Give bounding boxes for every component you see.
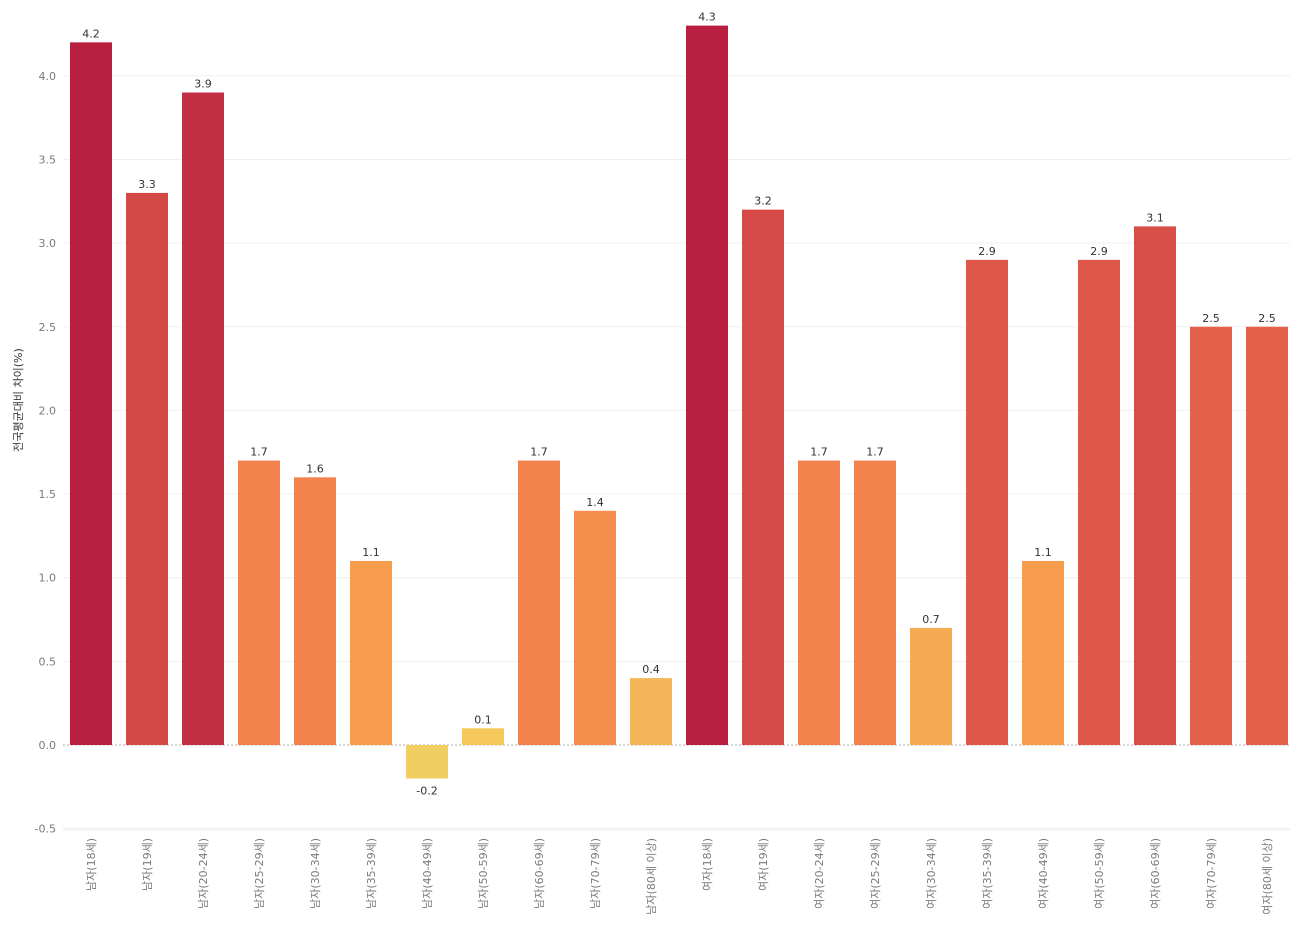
y-tick-label: -0.5: [35, 823, 56, 836]
x-tick-label: 남자(80세 이상): [645, 838, 658, 915]
bar: [686, 25, 728, 746]
bar-value-label: 0.1: [474, 713, 492, 726]
bar-value-label: 2.9: [1090, 245, 1108, 258]
x-tick-label: 여자(18세): [701, 838, 714, 891]
x-tick-label: 여자(19세): [757, 838, 770, 891]
x-tick-label: 남자(19세): [141, 838, 154, 891]
bar-value-label: 1.7: [530, 446, 548, 459]
bar-value-label: 4.3: [698, 11, 716, 24]
x-tick-label: 남자(20-24세): [197, 838, 210, 909]
y-tick-label: 2.0: [39, 404, 57, 417]
x-tick-label: 남자(70-79세): [589, 838, 602, 909]
x-tick-label: 남자(60-69세): [533, 838, 546, 909]
y-tick-label: 1.5: [39, 488, 57, 501]
bar: [574, 510, 616, 745]
x-tick-label: 여자(35-39세): [981, 838, 994, 909]
bar-value-label: 4.2: [82, 27, 100, 40]
bar-value-label: 1.7: [250, 446, 268, 459]
x-tick-label: 여자(60-69세): [1149, 838, 1162, 909]
bar-value-label: 3.3: [138, 178, 156, 191]
bar-value-label: 1.7: [866, 446, 884, 459]
x-tick-label: 남자(40-49세): [421, 838, 434, 909]
bar: [182, 92, 224, 745]
x-tick-label: 여자(80세 이상): [1261, 838, 1274, 915]
bar: [742, 209, 784, 745]
bars: [70, 25, 1288, 779]
bar-value-label: 1.7: [810, 446, 828, 459]
bar-value-label: 1.6: [306, 462, 324, 475]
bar: [854, 460, 896, 745]
x-tick-label: 남자(35-39세): [365, 838, 378, 909]
y-tick-label: 0.5: [39, 655, 57, 668]
bar-value-label: 1.4: [586, 496, 604, 509]
y-axis-title: 전국평균대비 차이(%): [12, 348, 25, 452]
bar: [462, 728, 504, 745]
bar: [518, 460, 560, 745]
bar-value-label: 3.1: [1146, 211, 1164, 224]
y-tick-label: 1.0: [39, 572, 57, 585]
bar: [294, 477, 336, 745]
y-tick-label: 4.0: [39, 70, 57, 83]
x-tick-label: 남자(25-29세): [253, 838, 266, 909]
x-tick-label: 여자(50-59세): [1093, 838, 1106, 909]
bar: [630, 678, 672, 745]
bar: [238, 460, 280, 745]
bar-value-label: 0.4: [642, 663, 660, 676]
x-axis-labels: 남자(18세) 남자(19세) 남자(20-24세) 남자(25-29세) 남자(30-…: [85, 838, 1274, 915]
bar-value-label: 3.2: [754, 195, 772, 208]
bar: [1190, 326, 1232, 745]
bar: [798, 460, 840, 745]
bar-value-label: 3.9: [194, 78, 212, 91]
x-tick-label: 남자(50-59세): [477, 838, 490, 909]
bar: [126, 192, 168, 745]
x-tick-label: 남자(18세): [85, 838, 98, 891]
bar-value-label: 2.9: [978, 245, 996, 258]
bar: [406, 745, 448, 779]
data-labels: 4.2 3.3 3.9 1.7 1.6 1.1 -0.2 0.1 1.7 1.4 0.4 4.3 3.2…: [82, 11, 1276, 798]
x-tick-label: 여자(25-29세): [869, 838, 882, 909]
x-tick-label: 남자(30-34세): [309, 838, 322, 909]
bar: [910, 627, 952, 745]
bar: [1134, 226, 1176, 745]
bar: [1246, 326, 1288, 745]
x-tick-label: 여자(20-24세): [813, 838, 826, 909]
bar: [350, 560, 392, 745]
bar: [1022, 560, 1064, 745]
x-tick-label: 여자(40-49세): [1037, 838, 1050, 909]
bar-value-label: 0.7: [922, 613, 940, 626]
bar: [1078, 259, 1120, 745]
bar-value-label: -0.2: [416, 784, 437, 797]
y-axis-ticks: -0.5 0.0 0.5 1.0 1.5 2.0 2.5 3.0 3.5 4.0: [35, 70, 56, 836]
y-tick-label: 3.5: [39, 153, 57, 166]
bar: [966, 259, 1008, 745]
bar-value-label: 2.5: [1258, 312, 1276, 325]
y-tick-label: 0.0: [39, 739, 57, 752]
bar-value-label: 2.5: [1202, 312, 1220, 325]
bar: [70, 42, 112, 745]
y-tick-label: 2.5: [39, 321, 57, 334]
x-tick-label: 여자(30-34세): [925, 838, 938, 909]
x-tick-label: 여자(70-79세): [1205, 838, 1218, 909]
y-tick-label: 3.0: [39, 237, 57, 250]
bar-value-label: 1.1: [1034, 546, 1052, 559]
bar-value-label: 1.1: [362, 546, 380, 559]
